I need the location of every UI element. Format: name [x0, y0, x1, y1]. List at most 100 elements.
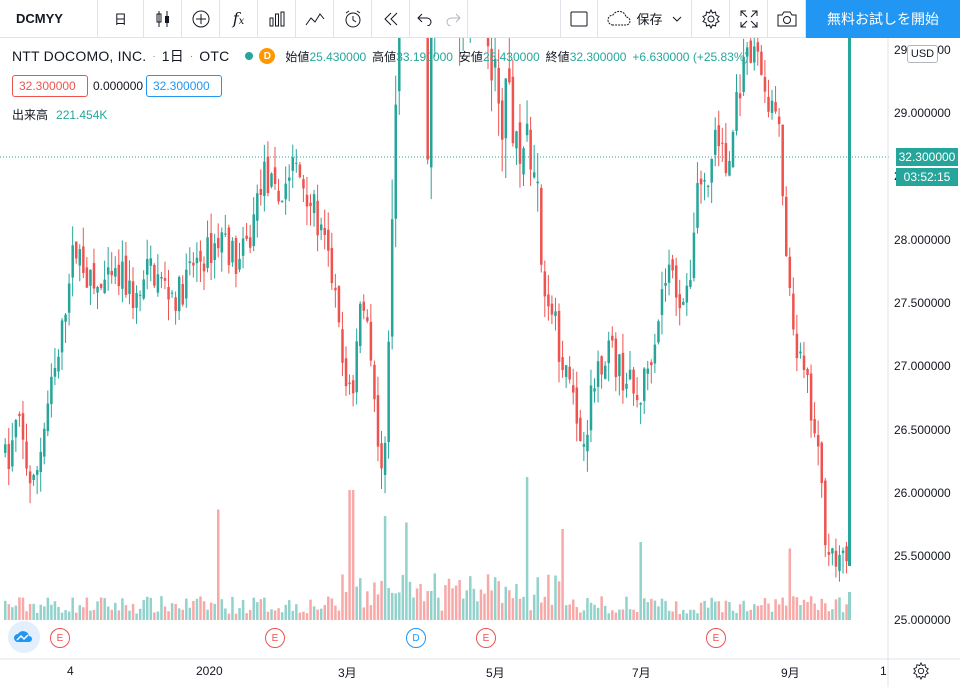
candle-body [330, 247, 334, 284]
candle-body [611, 335, 614, 341]
earnings-event-badge[interactable]: E [50, 628, 70, 648]
open-value: 25.430000 [309, 49, 367, 64]
candle-body [508, 68, 511, 83]
currency-badge[interactable]: USD [907, 45, 938, 63]
buy-price-button[interactable]: 32.300000 [146, 75, 222, 97]
tradingview-logo-icon[interactable] [8, 621, 40, 653]
low-value: 25.430000 [482, 49, 540, 64]
interval-button[interactable]: 日 [98, 0, 144, 38]
volume-bar [767, 603, 770, 620]
volume-bar [745, 611, 749, 620]
undo-button[interactable] [410, 0, 439, 38]
volume-bar [678, 613, 681, 620]
candle-body [639, 403, 642, 405]
volume-bar [600, 596, 603, 620]
settings-button[interactable] [692, 0, 730, 38]
volume-bar [96, 601, 99, 620]
earnings-event-badge[interactable]: E [476, 628, 496, 648]
redo-button[interactable] [439, 0, 468, 38]
volume-bar [373, 582, 376, 620]
axis-settings-button[interactable] [912, 661, 930, 685]
volume-bar [167, 611, 170, 620]
candle-body [738, 93, 742, 99]
candle-body [202, 263, 206, 272]
start-trial-label: 無料お試しを開始 [827, 11, 939, 27]
candle-body [650, 362, 653, 366]
dividend-event-badge[interactable]: D [406, 628, 426, 648]
candle-body [643, 368, 646, 401]
candle-body [685, 285, 689, 303]
price-chart[interactable] [0, 38, 960, 687]
chart-type-button[interactable] [144, 0, 182, 38]
volume-bar [795, 597, 799, 620]
volume-bar [14, 605, 18, 620]
volume-bar [192, 601, 195, 620]
earnings-event-badge[interactable]: E [706, 628, 726, 648]
candle-body [575, 387, 579, 424]
candle-body [742, 56, 745, 92]
candle-body [298, 164, 302, 178]
volume-bar [376, 594, 380, 620]
screenshot-button[interactable] [768, 0, 806, 38]
volume-bar [827, 611, 831, 620]
fullscreen-button[interactable] [730, 0, 768, 38]
candle-body [96, 287, 99, 293]
indicators-button[interactable]: fx [220, 0, 258, 38]
volume-bar [788, 548, 792, 620]
compare-button[interactable] [182, 0, 220, 38]
volume-bar [799, 605, 802, 620]
candle-body [142, 279, 145, 299]
volume-bar [721, 612, 724, 620]
volume-bar [163, 606, 167, 620]
start-trial-button[interactable]: 無料お試しを開始 [806, 0, 960, 38]
candle-body [156, 274, 160, 293]
volume-bar [483, 593, 486, 620]
candle-body [540, 187, 543, 265]
volume-bar [820, 598, 823, 620]
candle-body [209, 233, 213, 264]
candle-body [89, 269, 92, 286]
volume-bar [508, 590, 511, 620]
candle-body [43, 428, 46, 457]
symbol-search-button[interactable]: DCMYY [0, 0, 98, 38]
volume-bar [575, 607, 579, 620]
candle-body [529, 129, 532, 170]
volume-bar [270, 609, 273, 620]
earnings-event-badge[interactable]: E [265, 628, 285, 648]
candle-body [493, 59, 497, 68]
layout-button[interactable] [560, 0, 598, 38]
volume-bar [199, 596, 202, 620]
redo-icon [446, 13, 461, 26]
candle-body [813, 419, 816, 434]
candle-body [170, 292, 174, 294]
volume-bar [7, 604, 11, 620]
sell-price-button[interactable]: 32.300000 [12, 75, 88, 97]
alert-button[interactable] [334, 0, 372, 38]
volume-bar [99, 597, 103, 620]
close-label: 終値 [545, 49, 570, 64]
save-button[interactable]: 保存 [598, 0, 692, 38]
candle-body [146, 259, 149, 275]
candle-body [547, 294, 550, 307]
candle-body [71, 245, 74, 278]
volume-bar [781, 597, 784, 620]
ohlc-values: 始値25.430000 高値33.190000 安値25.430000 終値32.30… [285, 48, 754, 65]
volume-bar [490, 590, 493, 620]
top-toolbar: DCMYY 日 fx 保存 [0, 0, 960, 38]
candle-body [728, 160, 731, 176]
candle-body [486, 38, 490, 47]
indicator-templates-button[interactable] [296, 0, 334, 38]
volume-bar [330, 598, 334, 620]
market-status-icon[interactable] [245, 52, 254, 60]
candle-body [174, 297, 177, 311]
volume-bar [85, 597, 89, 620]
candle-body [213, 243, 216, 261]
symbol-title[interactable]: NTT DOCOMO, INC. [12, 48, 147, 64]
time-axis-label: 7月 [632, 666, 651, 680]
volume-bar [341, 574, 344, 620]
replay-button[interactable] [372, 0, 410, 38]
volume-bar [153, 612, 156, 620]
templates-button[interactable] [258, 0, 296, 38]
data-delay-badge[interactable]: D [259, 48, 276, 64]
